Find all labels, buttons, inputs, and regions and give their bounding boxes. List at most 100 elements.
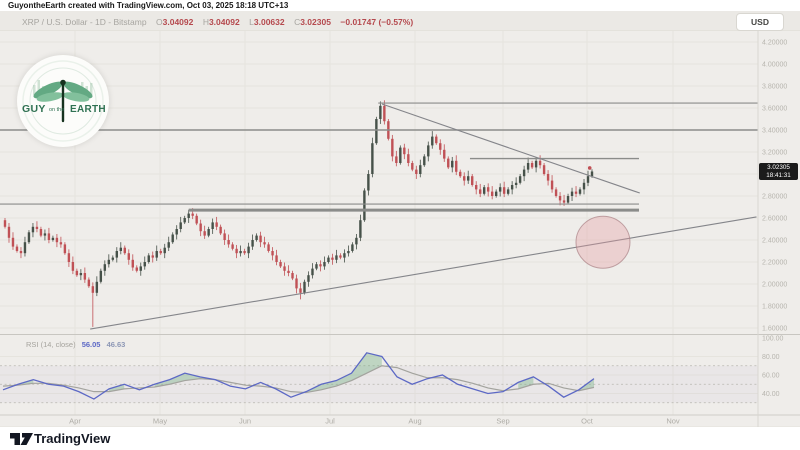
candle-up bbox=[143, 262, 146, 267]
candle-up bbox=[375, 119, 378, 144]
candle-up bbox=[139, 266, 142, 271]
candle-up bbox=[23, 242, 27, 254]
price-axis[interactable] bbox=[758, 31, 800, 415]
candle-down bbox=[91, 286, 95, 293]
candle-up bbox=[506, 189, 510, 194]
month-label: Sep bbox=[496, 417, 509, 426]
candle-up bbox=[239, 251, 242, 254]
chart-canvas[interactable] bbox=[0, 31, 758, 415]
candle-down bbox=[395, 156, 398, 163]
rsi-indicator-name[interactable]: RSI (14, close) bbox=[26, 340, 76, 349]
descending-trendline bbox=[381, 103, 640, 194]
candle-up bbox=[586, 176, 590, 183]
candle-down bbox=[550, 180, 554, 190]
candle-down bbox=[331, 257, 334, 260]
candle-down bbox=[455, 160, 458, 172]
candle-down bbox=[295, 278, 298, 289]
time-axis[interactable] bbox=[0, 415, 800, 427]
rsi-tick-label: 60.00 bbox=[762, 373, 780, 380]
open-value: 3.04092 bbox=[162, 17, 194, 27]
candle-up bbox=[355, 237, 358, 245]
candle-up bbox=[590, 171, 594, 177]
candle-up bbox=[522, 169, 526, 177]
candle-up bbox=[343, 253, 346, 258]
candle-up bbox=[183, 218, 186, 223]
candle-up bbox=[303, 281, 306, 293]
candle-down bbox=[215, 222, 218, 227]
price-tick-label: 2.20000 bbox=[762, 260, 787, 267]
price-tick-label: 2.60000 bbox=[762, 216, 787, 223]
candle-up bbox=[99, 270, 103, 282]
logo-word-earth: EARTH bbox=[70, 103, 106, 115]
price-tick-label: 1.60000 bbox=[762, 326, 787, 333]
candle-down bbox=[319, 264, 322, 267]
candle-down bbox=[15, 246, 19, 251]
price-tick-label: 1.80000 bbox=[762, 304, 787, 311]
candle-up bbox=[566, 196, 570, 203]
candle-up bbox=[451, 160, 454, 168]
rsi-overbought-fill bbox=[18, 352, 594, 393]
candle-down bbox=[7, 226, 11, 238]
symbol-info-bar: XRP / U.S. Dollar - 1D - Bitstamp O3.040… bbox=[0, 11, 800, 31]
candle-up bbox=[115, 251, 119, 258]
price-marker-dot bbox=[587, 166, 592, 170]
price-tick-label: 3.20000 bbox=[762, 150, 787, 157]
candle-up bbox=[207, 229, 210, 236]
candle-down bbox=[19, 251, 23, 254]
price-tick-label: 3.80000 bbox=[762, 84, 787, 91]
high-value: 3.04092 bbox=[208, 17, 240, 27]
candle-up bbox=[211, 222, 214, 229]
rsi-line bbox=[2, 352, 595, 400]
candle-down bbox=[223, 233, 226, 240]
rsi-ma-value: 46.63 bbox=[106, 340, 126, 349]
candle-up bbox=[107, 259, 111, 265]
candle-up bbox=[95, 281, 99, 293]
candle-down bbox=[35, 226, 39, 229]
candle-down bbox=[383, 105, 386, 122]
candle-up bbox=[423, 156, 426, 166]
candle-up bbox=[582, 182, 586, 190]
candle-down bbox=[407, 154, 410, 163]
candle-down bbox=[530, 163, 534, 168]
candle-down bbox=[486, 187, 490, 192]
candle-down bbox=[87, 279, 91, 287]
candle-up bbox=[347, 251, 350, 254]
guy-on-the-earth-logo: GUY on the EARTH bbox=[17, 55, 109, 147]
candle-down bbox=[267, 244, 270, 251]
candle-up bbox=[255, 235, 258, 240]
candle-down bbox=[403, 147, 406, 155]
candle-down bbox=[562, 200, 566, 203]
symbol-description[interactable]: XRP / U.S. Dollar - 1D - Bitstamp bbox=[22, 17, 147, 27]
candle-up bbox=[51, 237, 55, 240]
month-label: Oct bbox=[581, 417, 594, 426]
candle-down bbox=[11, 237, 15, 247]
price-tick-label: 2.80000 bbox=[762, 194, 787, 201]
candle-up bbox=[175, 229, 178, 235]
candle-down bbox=[59, 242, 63, 245]
month-label: Aug bbox=[408, 417, 421, 426]
chart-background bbox=[0, 11, 800, 427]
price-tick-label: 2.40000 bbox=[762, 238, 787, 245]
candle-down bbox=[478, 189, 482, 194]
logo-word-onthe: on the bbox=[49, 107, 65, 113]
candle-down bbox=[127, 253, 130, 260]
currency-toggle-button[interactable]: USD bbox=[736, 13, 784, 31]
candle-down bbox=[502, 187, 506, 194]
tradingview-logo-icon[interactable] bbox=[10, 431, 34, 447]
candle-down bbox=[447, 158, 450, 168]
month-label: Nov bbox=[666, 417, 680, 426]
price-tick-label: 4.00000 bbox=[762, 62, 787, 69]
tradingview-wordmark[interactable]: TradingView bbox=[34, 431, 111, 446]
candle-up bbox=[498, 187, 502, 192]
candle-down bbox=[47, 233, 51, 240]
candle-down bbox=[439, 143, 442, 150]
candle-up bbox=[147, 255, 150, 262]
candle-down bbox=[490, 191, 494, 196]
candle-down bbox=[471, 176, 474, 185]
rsi-value: 56.05 bbox=[81, 340, 101, 349]
rsi-ma-line bbox=[2, 365, 595, 394]
candle-up bbox=[578, 189, 582, 194]
candle-down bbox=[195, 215, 198, 224]
dragonfly-icon bbox=[22, 60, 104, 142]
